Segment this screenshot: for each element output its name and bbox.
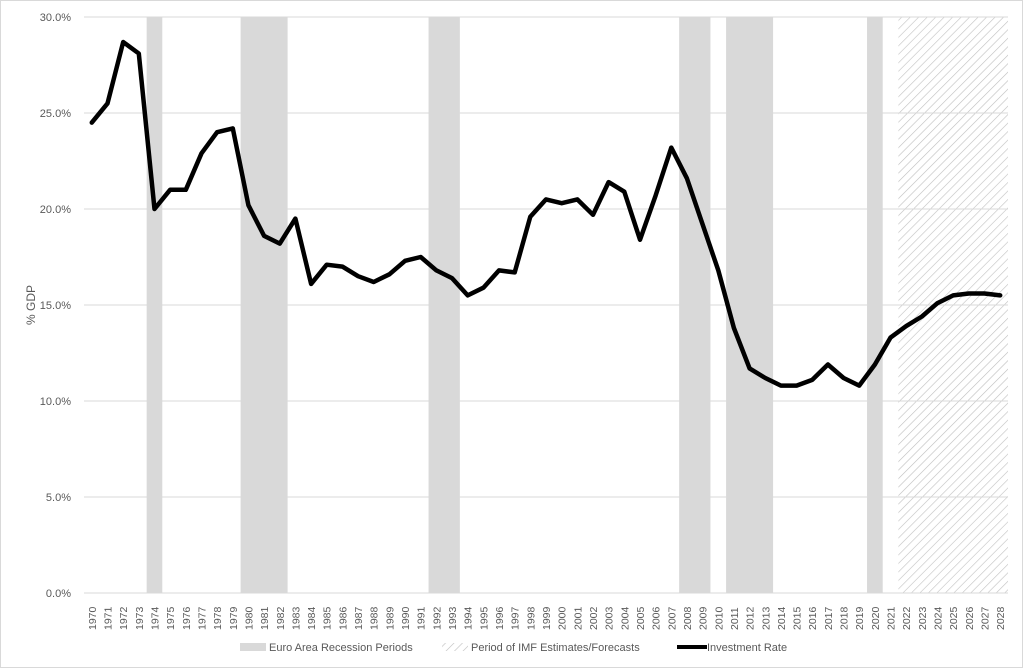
x-tick-label: 2028	[995, 606, 1007, 630]
x-tick-label: 2024	[933, 606, 945, 630]
x-tick-label: 2017	[823, 606, 835, 630]
x-tick-label: 2014	[776, 606, 788, 630]
y-axis-label: % GDP	[24, 285, 38, 325]
x-tick-label: 1987	[353, 606, 365, 630]
x-tick-label: 1972	[118, 606, 130, 630]
x-tick-label: 2007	[666, 606, 678, 630]
x-tick-label: 2019	[854, 606, 866, 630]
x-tick-label: 1981	[259, 606, 271, 630]
x-tick-label: 1983	[290, 606, 302, 630]
x-tick-label: 2013	[760, 606, 772, 630]
x-axis-tick-labels: 1970 1971 1972 1973 1974 1975 1976 1977 1978 1979…	[87, 606, 1007, 630]
x-tick-label: 2001	[572, 606, 584, 630]
x-tick-label: 2010	[713, 606, 725, 630]
x-tick-label: 1986	[337, 606, 349, 630]
x-tick-label: 1989	[384, 606, 396, 630]
x-tick-label: 1982	[275, 606, 287, 630]
legend: Euro Area Recession Periods Period of IM…	[240, 642, 787, 654]
x-tick-label: 2002	[588, 606, 600, 630]
x-tick-label: 1980	[243, 606, 255, 630]
x-tick-label: 2009	[698, 606, 710, 630]
y-tick-label: 15.0%	[40, 300, 71, 312]
x-tick-label: 1991	[416, 606, 428, 630]
y-tick-label: 5.0%	[46, 492, 71, 504]
x-tick-label: 1995	[478, 606, 490, 630]
x-tick-label: 2016	[807, 606, 819, 630]
legend-label-forecast: Period of IMF Estimates/Forecasts	[471, 642, 640, 654]
x-tick-label: 1984	[306, 606, 318, 630]
x-tick-label: 2021	[886, 606, 898, 630]
y-tick-label: 30.0%	[40, 12, 71, 24]
x-tick-label: 2015	[792, 606, 804, 630]
x-tick-label: 2004	[619, 606, 631, 630]
x-tick-label: 1970	[87, 606, 99, 630]
x-tick-label: 2027	[980, 606, 992, 630]
x-tick-label: 2022	[901, 606, 913, 630]
x-tick-label: 1978	[212, 606, 224, 630]
legend-swatch-forecast	[442, 643, 468, 651]
y-tick-label: 10.0%	[40, 396, 71, 408]
x-tick-label: 1974	[149, 606, 161, 630]
x-tick-label: 1977	[196, 606, 208, 630]
x-tick-label: 1985	[322, 606, 334, 630]
series-lines	[89, 39, 1003, 388]
x-tick-label: 1996	[494, 606, 506, 630]
x-tick-label: 2003	[604, 606, 616, 630]
x-tick-label: 2008	[682, 606, 694, 630]
x-tick-label: 1997	[510, 606, 522, 630]
x-tick-label: 2018	[839, 606, 851, 630]
legend-label-investment-rate: Investment Rate	[707, 642, 787, 654]
x-tick-label: 2026	[964, 606, 976, 630]
x-tick-label: 1975	[165, 606, 177, 630]
x-tick-label: 1988	[369, 606, 381, 630]
x-tick-label: 2000	[557, 606, 569, 630]
x-tick-label: 1993	[447, 606, 459, 630]
x-tick-label: 2005	[635, 606, 647, 630]
gridlines	[84, 16, 1008, 594]
legend-label-recession: Euro Area Recession Periods	[269, 642, 413, 654]
y-tick-label: 20.0%	[40, 204, 71, 216]
x-tick-label: 1976	[181, 606, 193, 630]
x-tick-label: 1979	[228, 606, 240, 630]
x-tick-label: 2023	[917, 606, 929, 630]
legend-swatch-recession	[240, 643, 266, 651]
x-tick-label: 1994	[463, 606, 475, 630]
x-tick-label: 2025	[948, 606, 960, 630]
y-tick-label: 25.0%	[40, 108, 71, 120]
x-tick-label: 2006	[651, 606, 663, 630]
x-tick-label: 1998	[525, 606, 537, 630]
x-tick-label: 1990	[400, 606, 412, 630]
x-tick-label: 2012	[745, 606, 757, 630]
series-line-investment-rate	[89, 39, 1003, 388]
x-tick-label: 2020	[870, 606, 882, 630]
y-tick-label: 0.0%	[46, 588, 71, 600]
x-tick-label: 1973	[134, 606, 146, 630]
x-tick-label: 2011	[729, 607, 741, 630]
x-tick-label: 1992	[431, 606, 443, 630]
x-tick-label: 1971	[102, 606, 114, 630]
x-tick-label: 1999	[541, 606, 553, 630]
y-axis-tick-labels: 0.0% 5.0% 10.0% 15.0% 20.0% 25.0% 30.0%	[40, 12, 71, 600]
